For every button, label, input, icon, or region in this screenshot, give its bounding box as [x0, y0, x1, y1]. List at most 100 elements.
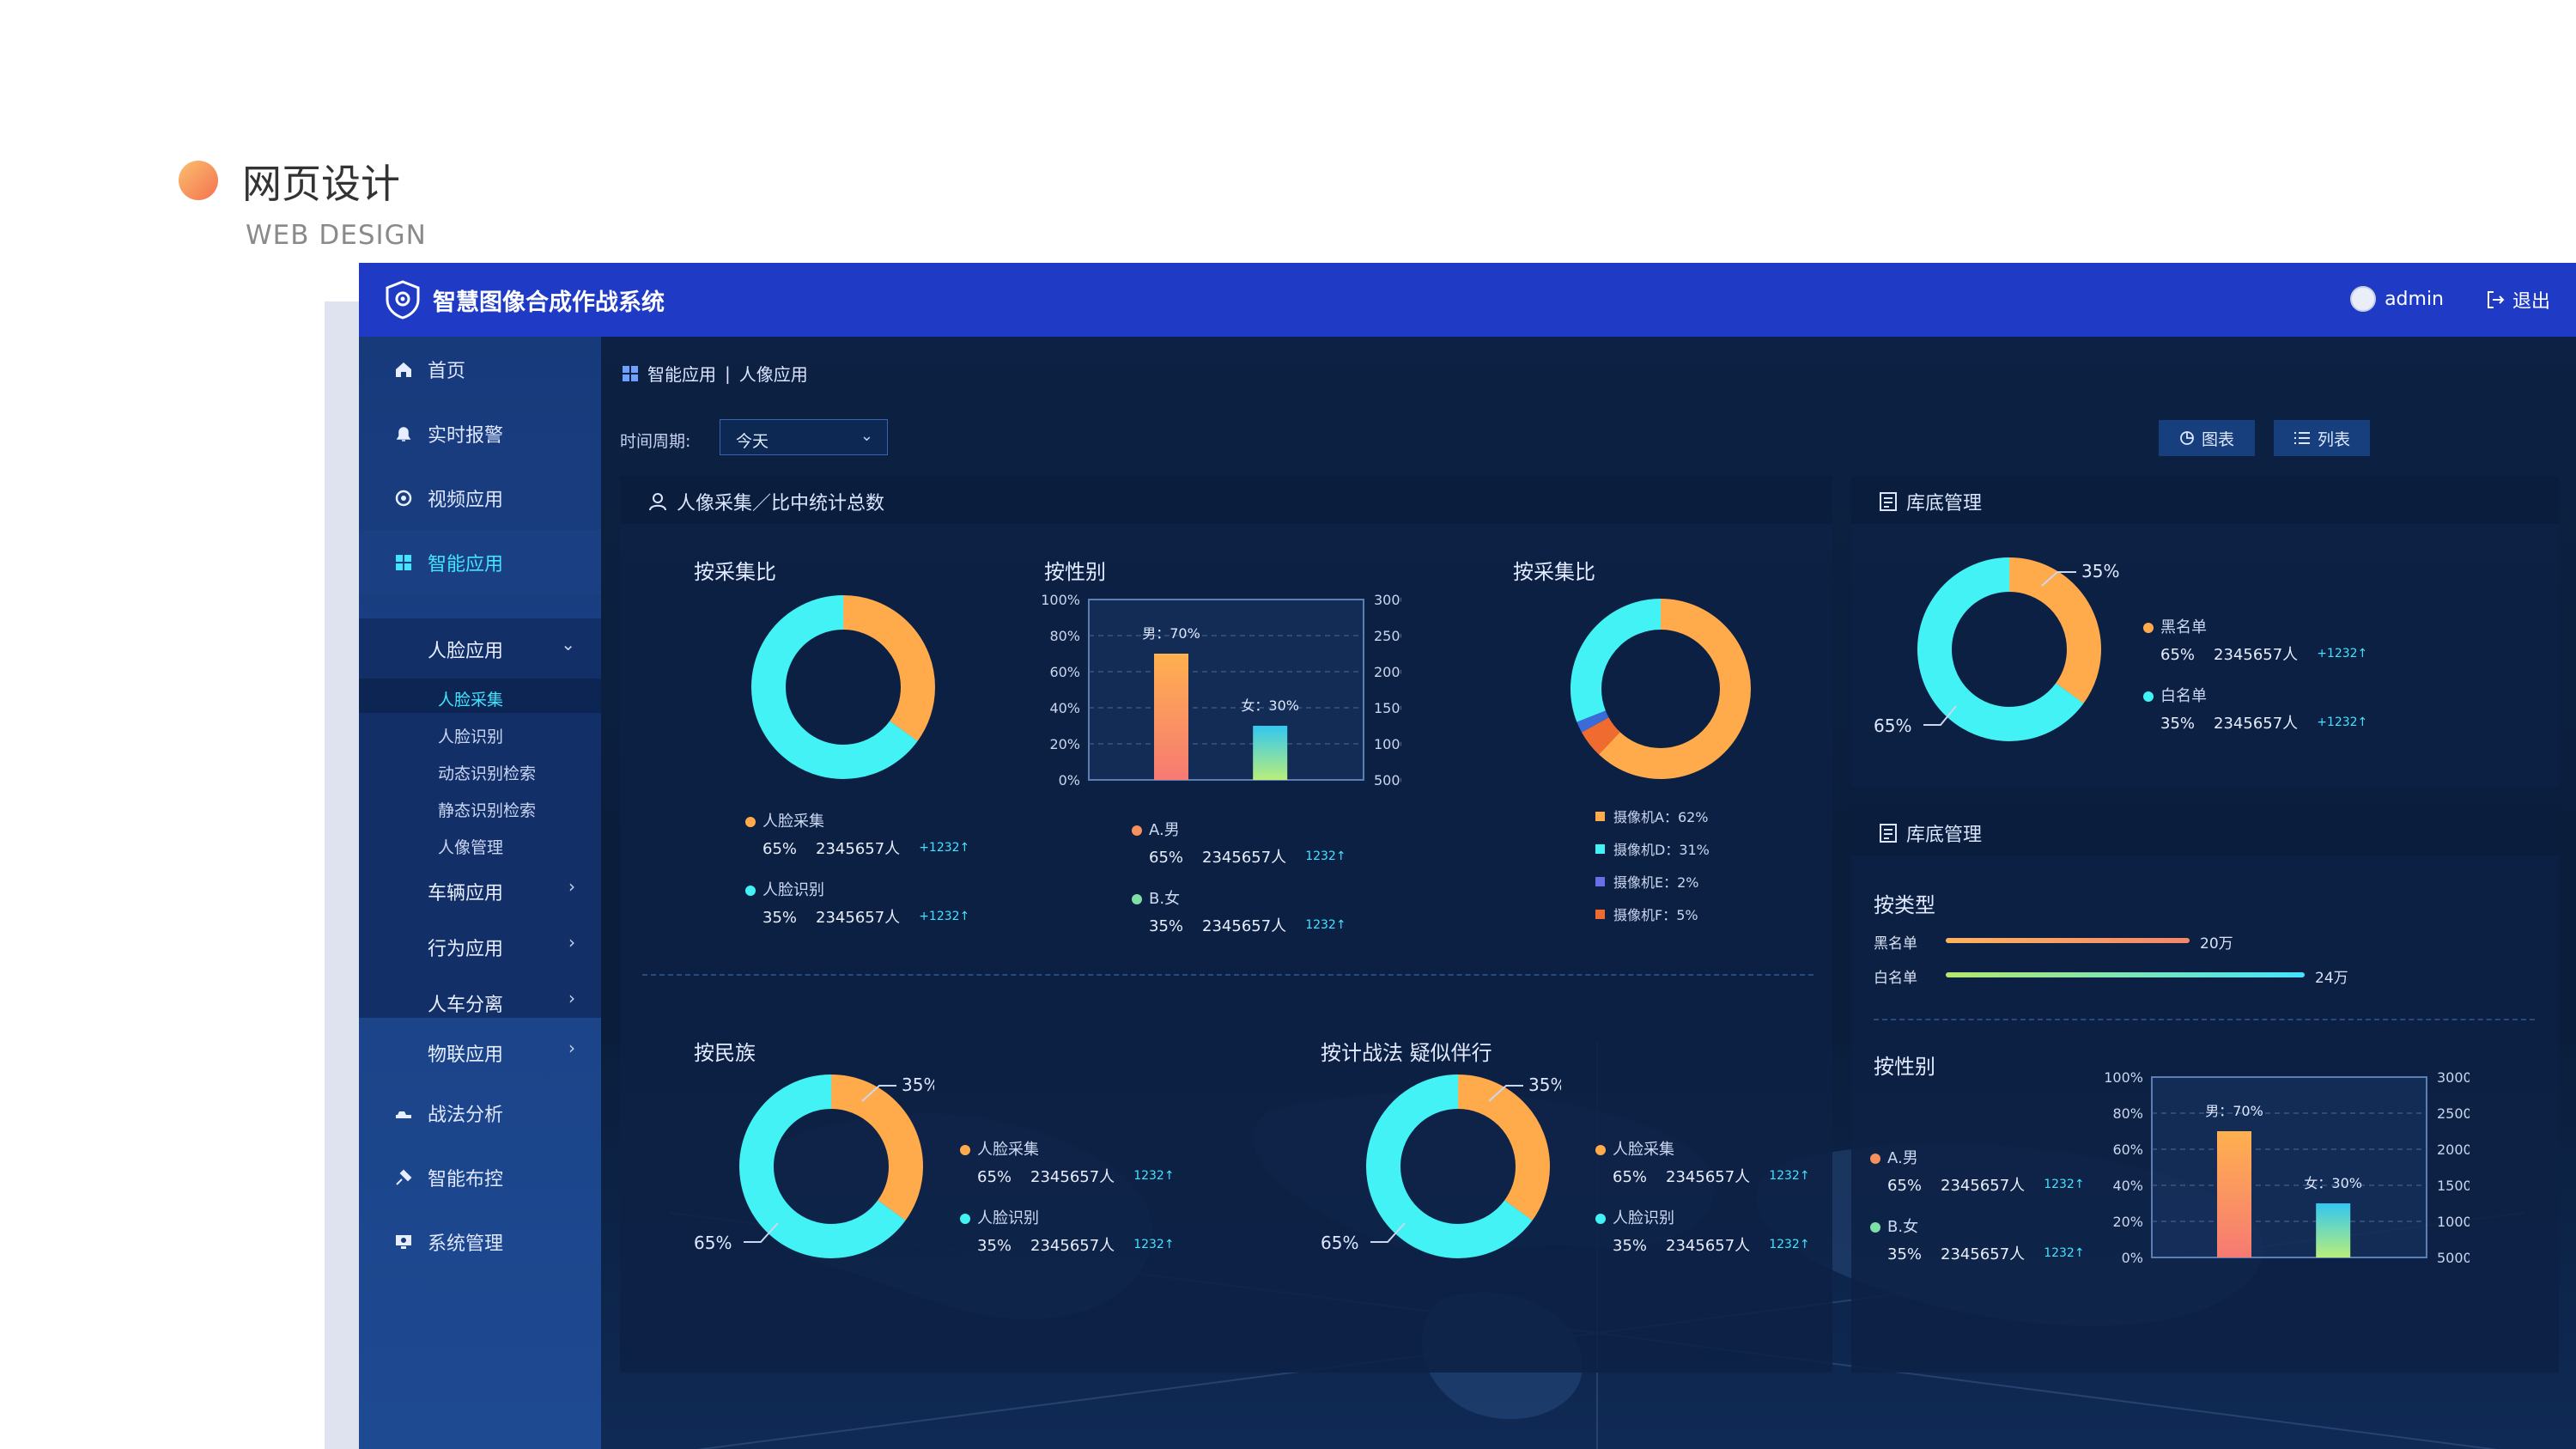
sidebar-item-label: 系统管理 — [428, 1233, 504, 1255]
chevron-right-icon: › — [568, 876, 575, 897]
submenu-portrait-manage[interactable]: 人像管理 — [438, 838, 504, 857]
legend-text: 摄像机D：31% — [1613, 842, 1710, 858]
sidebar-item-video[interactable]: 视频应用 — [359, 466, 601, 530]
bar — [2217, 1131, 2251, 1257]
legend-dot — [1870, 1222, 1880, 1233]
submenu-person-vehicle[interactable]: 人车分离 — [428, 995, 504, 1016]
submenu-dynamic-search[interactable]: 动态识别检索 — [438, 764, 537, 783]
donut-library: 35% 65% — [1874, 557, 2119, 741]
submenu-face-capture[interactable]: 人脸采集 — [438, 691, 504, 709]
control-icon — [393, 1167, 414, 1188]
chart-view-button[interactable]: 图表 — [2159, 420, 2255, 456]
y2-tick-label: 20000 — [2437, 1142, 2470, 1158]
sidebar-item-label: 智能布控 — [428, 1168, 504, 1190]
sidebar-item-analysis[interactable]: 战法分析 — [359, 1081, 601, 1145]
legend-pct: 65% — [1613, 1168, 1648, 1186]
system-icon — [393, 1232, 414, 1252]
time-period-select[interactable]: 今天 ⌄ — [720, 419, 888, 455]
app-title: 智慧图像合成作战系统 — [433, 289, 665, 316]
legend-text: 摄像机F：5% — [1613, 907, 1698, 923]
breadcrumb-item[interactable]: 智能应用 — [647, 364, 716, 385]
legend-delta: 1232↑ — [1133, 1169, 1175, 1183]
pie-chart-icon — [2180, 431, 2194, 445]
type-row-value: 24万 — [2315, 970, 2348, 987]
legend-block: A.男 65% 2345657人 1232↑ B.女 35% 2345657人 1232… — [1870, 1151, 2085, 1263]
y2-tick-label: 15000 — [2437, 1178, 2470, 1194]
sidebar-item-control[interactable]: 智能布控 — [359, 1145, 601, 1209]
submenu-behavior-app[interactable]: 行为应用 — [428, 939, 504, 960]
portrait-stats-panel: 人像采集／比中统计总数 按采集比 人脸采集 65% 2345657人 +1232↑ … — [620, 476, 1832, 1373]
app-window: 智慧图像合成作战系统 admin 退出 首页 实时报警 视频应用 智能应用 人脸 — [359, 263, 2576, 1449]
submenu-face-recognition[interactable]: 人脸识别 — [438, 728, 504, 746]
sidebar-item-home[interactable]: 首页 — [359, 337, 601, 401]
user-icon — [649, 493, 666, 511]
legend-count: 2345657人 — [816, 909, 901, 927]
submenu: 人脸应用 ⌄ 人脸采集 人脸识别 动态识别检索 静态识别检索 人像管理 车辆应用… — [359, 618, 601, 1018]
chart-view-label: 图表 — [2201, 429, 2234, 449]
legend-block: A.男 65% 2345657人 1232↑ B.女 35% 2345657人 1232… — [1132, 823, 1346, 935]
decorative-band — [325, 301, 359, 1449]
sidebar-item-smart-app[interactable]: 智能应用 — [359, 530, 601, 594]
submenu-vehicle-app[interactable]: 车辆应用 — [428, 883, 504, 904]
legend-name: 人脸采集 — [762, 813, 824, 831]
legend-delta: +1232↑ — [919, 910, 970, 923]
y2-tick-label: 5000 — [1374, 772, 1401, 788]
submenu-iot-app[interactable]: 物联应用 — [428, 1044, 504, 1066]
chevron-down-icon: ⌄ — [860, 427, 873, 445]
legend-delta: +1232↑ — [919, 841, 970, 855]
legend-delta: 1232↑ — [1769, 1238, 1810, 1251]
legend-count: 2345657人 — [1666, 1168, 1751, 1186]
panel-title-text: 库底管理 — [1906, 825, 1983, 846]
type-row-name: 黑名单 — [1874, 935, 1917, 953]
donut-collection-ratio — [751, 595, 935, 779]
user-menu[interactable]: admin — [2350, 286, 2444, 312]
type-bar-whitelist — [1946, 972, 2305, 977]
gender-bar-chart: 100% 30000 80% 25000 60% 20000 40% 15000 20% 1000… — [1041, 592, 1401, 788]
y2-tick-label: 30000 — [2437, 1069, 2470, 1086]
legend-square — [1595, 909, 1605, 919]
plot-frame — [1088, 599, 1364, 781]
legend-block: 黑名单 65% 2345657人 +1232↑ 白名单 35% 2345657人 +12… — [2143, 620, 2367, 732]
sidebar-item-label: 首页 — [428, 360, 466, 382]
y-tick-label: 20% — [1049, 736, 1080, 752]
legend-dot — [745, 817, 756, 827]
legend-dot — [1870, 1154, 1880, 1164]
section-title: 按采集比 — [1513, 560, 1595, 584]
bar — [1253, 726, 1288, 780]
bar-label: 女：30% — [1241, 697, 1299, 714]
legend-pct: 65% — [762, 840, 798, 858]
legend-pct: 35% — [1887, 1245, 1923, 1263]
logout-button[interactable]: 退出 — [2485, 286, 2550, 314]
panel-header — [1851, 476, 2559, 524]
legend-pct: 35% — [762, 909, 798, 927]
section-title: 按计战法 疑似伴行 — [1321, 1041, 1492, 1065]
y-tick-label: 80% — [1049, 628, 1080, 644]
page-subtitle: WEB DESIGN — [246, 220, 427, 251]
y2-tick-label: 5000 — [2437, 1250, 2470, 1266]
panel-title-text: 库底管理 — [1906, 493, 1983, 514]
y2-tick-label: 25000 — [1374, 628, 1401, 644]
header-area: 网页设计 WEB DESIGN — [0, 0, 2576, 263]
list-view-button[interactable]: 列表 — [2274, 420, 2370, 456]
sidebar-item-label: 视频应用 — [428, 489, 504, 511]
legend-dot — [960, 1145, 970, 1155]
submenu-face-app[interactable]: 人脸应用 — [428, 641, 504, 662]
legend-name: A.男 — [1149, 821, 1180, 839]
legend-delta: +1232↑ — [2317, 715, 2368, 729]
breadcrumb-current: 人像应用 — [738, 364, 808, 385]
y2-tick-label: 25000 — [2437, 1105, 2470, 1122]
sidebar-item-alarm[interactable]: 实时报警 — [359, 401, 601, 466]
sidebar-item-system[interactable]: 系统管理 — [359, 1209, 601, 1274]
legend-count: 2345657人 — [1202, 849, 1287, 867]
bar-label: 男：70% — [1142, 625, 1200, 642]
y2-tick-label: 20000 — [1374, 664, 1401, 680]
logout-label: 退出 — [2512, 291, 2550, 313]
section-title: 按民族 — [694, 1041, 756, 1065]
legend-pct: 65% — [977, 1168, 1012, 1186]
sidebar-item-label: 战法分析 — [428, 1104, 504, 1126]
bar — [1154, 654, 1188, 780]
submenu-static-search[interactable]: 静态识别检索 — [438, 801, 537, 820]
legend-pct: 65% — [1149, 849, 1184, 867]
legend-dot — [1595, 1145, 1606, 1155]
